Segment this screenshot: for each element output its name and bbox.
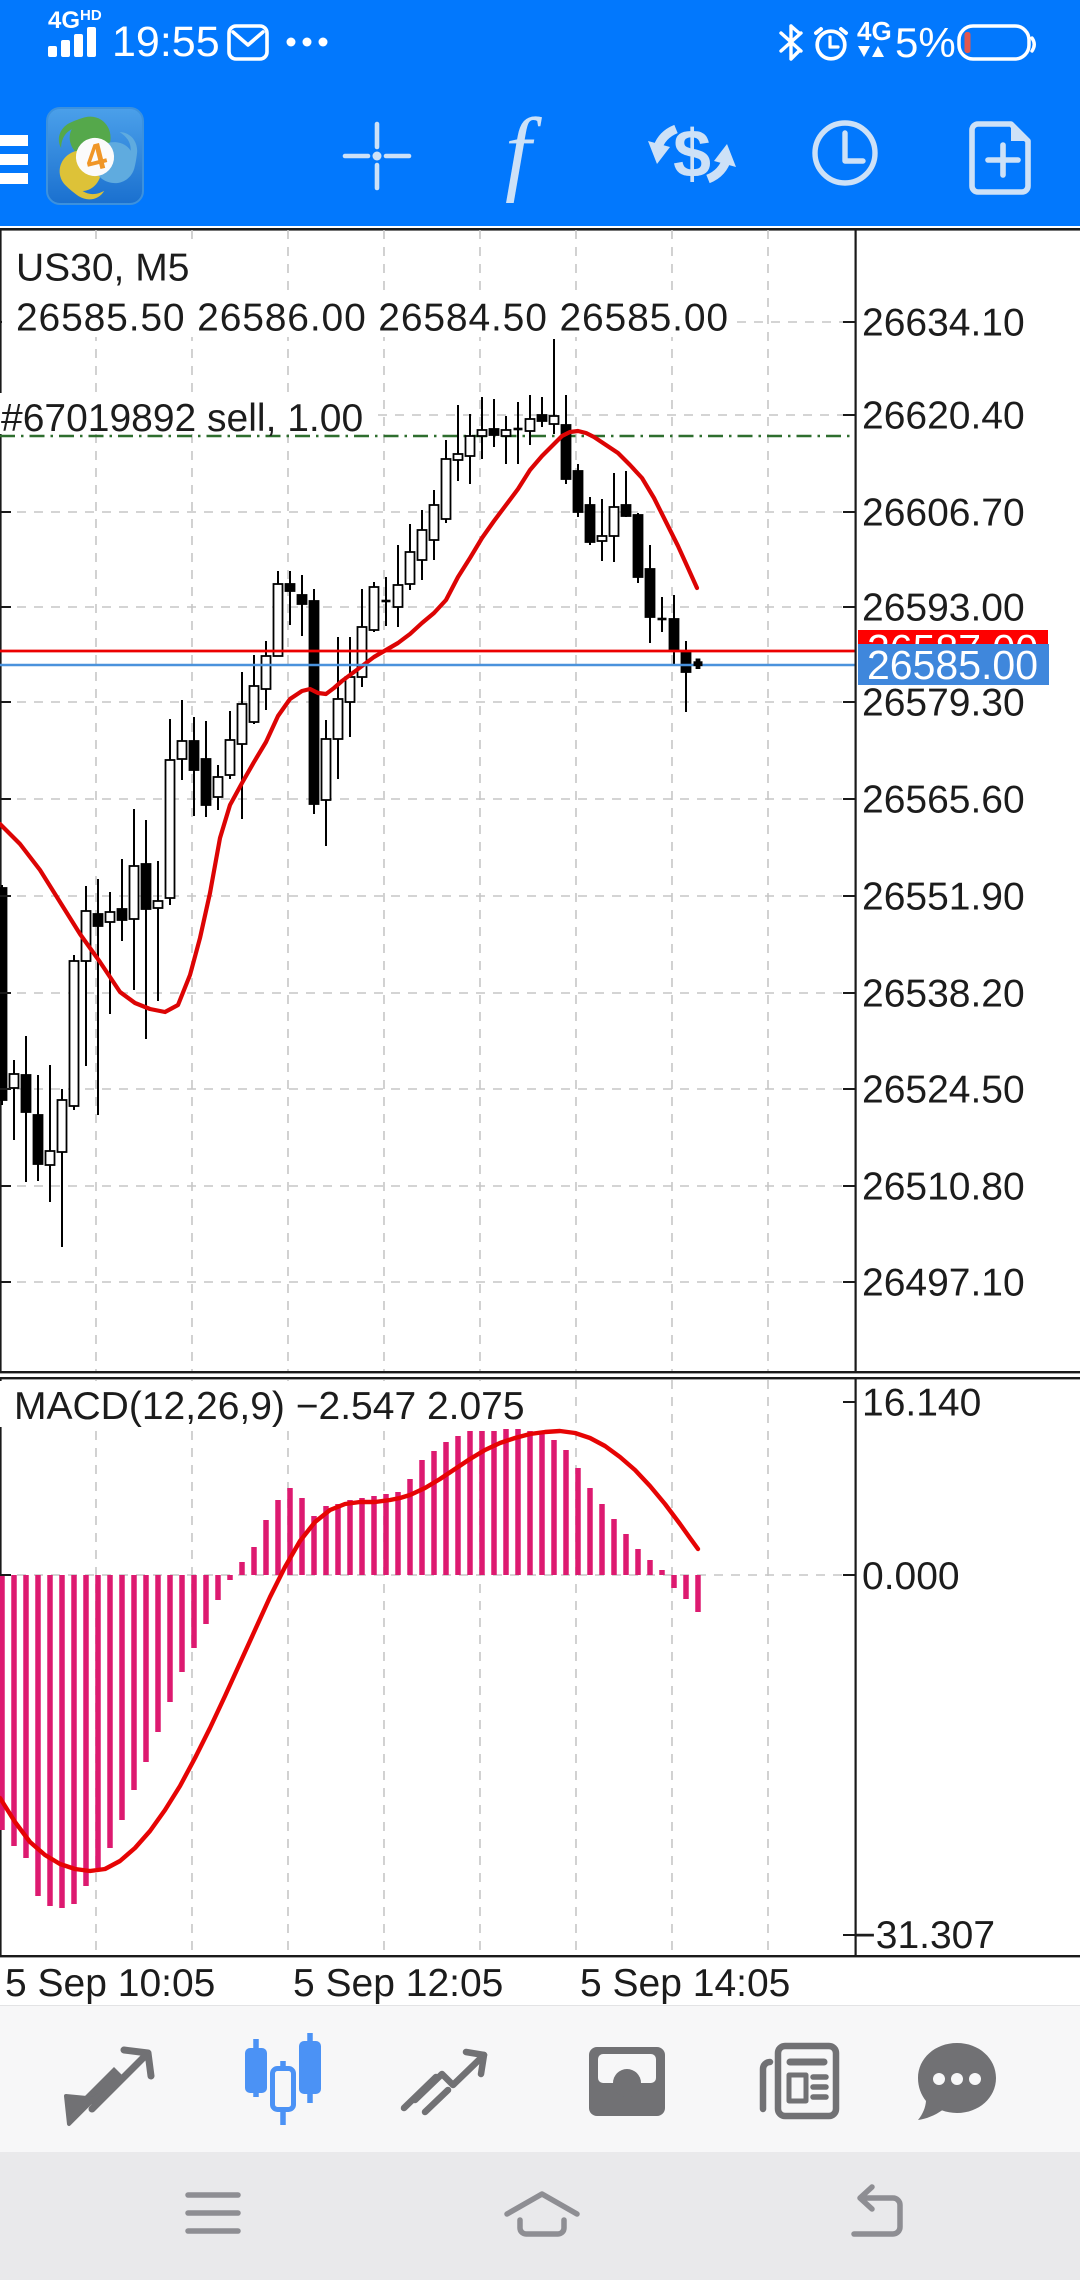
svg-text:26593.00: 26593.00 (862, 587, 1025, 630)
svg-text:16.140: 16.140 (862, 1382, 981, 1425)
svg-text:26620.40: 26620.40 (862, 395, 1025, 438)
svg-text:HD: HD (80, 7, 102, 24)
svg-text:26538.20: 26538.20 (862, 973, 1025, 1016)
svg-text:26579.30: 26579.30 (862, 682, 1025, 725)
svg-text:#67019892 sell, 1.00: #67019892 sell, 1.00 (1, 397, 363, 440)
svg-text:MACD(12,26,9) −2.547 2.075: MACD(12,26,9) −2.547 2.075 (14, 1385, 525, 1428)
svg-text:4G: 4G (48, 7, 80, 34)
svg-text:26634.10: 26634.10 (862, 302, 1025, 345)
svg-text:5%: 5% (895, 19, 956, 66)
svg-text:26497.10: 26497.10 (862, 1262, 1025, 1305)
svg-text:26565.60: 26565.60 (862, 779, 1025, 822)
svg-text:19:55: 19:55 (112, 18, 220, 66)
svg-text:0.000: 0.000 (862, 1555, 960, 1598)
svg-text:26510.80: 26510.80 (862, 1166, 1025, 1209)
svg-text:26524.50: 26524.50 (862, 1069, 1025, 1112)
svg-text:$: $ (673, 116, 711, 192)
svg-text:26606.70: 26606.70 (862, 492, 1025, 535)
svg-text:26585.00: 26585.00 (867, 642, 1038, 688)
svg-text:26585.50 26586.00 26584.50 265: 26585.50 26586.00 26584.50 26585.00 (16, 297, 729, 340)
svg-text:5 Sep 14:05: 5 Sep 14:05 (580, 1962, 790, 2005)
svg-text:−31.307: −31.307 (853, 1914, 995, 1957)
svg-text:5 Sep 10:05: 5 Sep 10:05 (5, 1962, 215, 2005)
svg-text:4G: 4G (857, 16, 892, 46)
svg-text:5 Sep 12:05: 5 Sep 12:05 (293, 1962, 503, 2005)
svg-text:26551.90: 26551.90 (862, 876, 1025, 919)
svg-text:US30, M5: US30, M5 (16, 247, 189, 290)
